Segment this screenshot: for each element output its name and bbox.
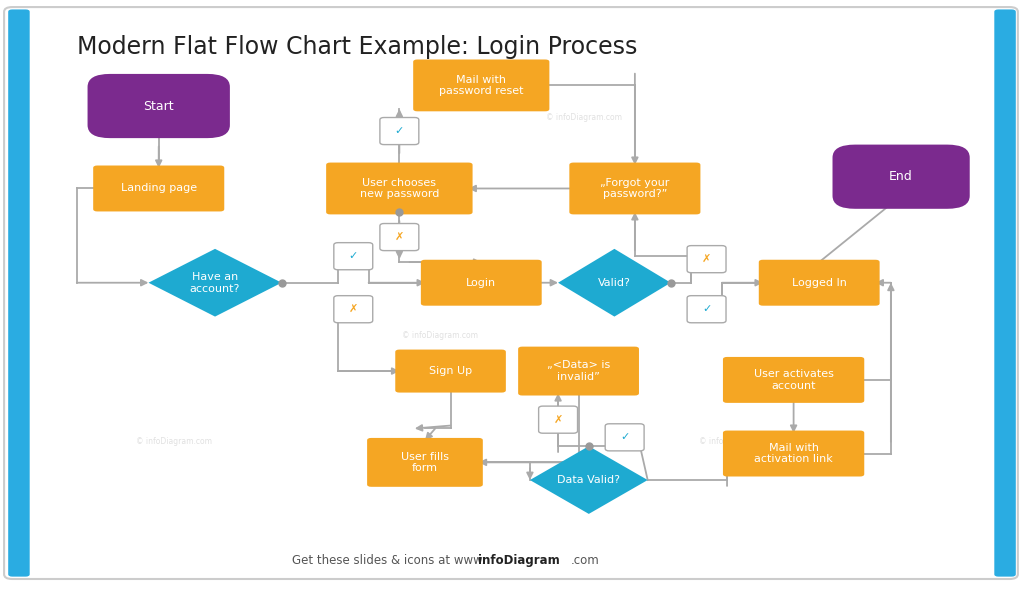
Text: Have an
account?: Have an account? — [189, 272, 241, 293]
Polygon shape — [530, 446, 647, 514]
Text: ✗: ✗ — [348, 305, 358, 314]
Text: Landing page: Landing page — [121, 184, 197, 193]
FancyBboxPatch shape — [723, 357, 864, 403]
Text: Get these slides & icons at www.: Get these slides & icons at www. — [292, 554, 485, 567]
FancyBboxPatch shape — [367, 438, 483, 487]
FancyBboxPatch shape — [723, 431, 864, 477]
Text: User chooses
new password: User chooses new password — [359, 178, 439, 199]
Text: ✓: ✓ — [701, 305, 712, 314]
FancyBboxPatch shape — [380, 224, 419, 251]
FancyBboxPatch shape — [759, 260, 880, 306]
Text: „<Data> is
invalid”: „<Data> is invalid” — [547, 360, 610, 382]
FancyBboxPatch shape — [8, 9, 30, 577]
FancyBboxPatch shape — [539, 406, 578, 434]
Text: User fills
form: User fills form — [401, 452, 449, 473]
Text: Mail with
activation link: Mail with activation link — [755, 443, 833, 464]
Text: „Forgot your
password?”: „Forgot your password?” — [600, 178, 670, 199]
Polygon shape — [558, 249, 671, 317]
FancyBboxPatch shape — [334, 296, 373, 323]
FancyBboxPatch shape — [994, 9, 1016, 577]
FancyBboxPatch shape — [687, 246, 726, 273]
FancyBboxPatch shape — [93, 166, 224, 211]
Text: Logged In: Logged In — [792, 278, 847, 287]
Text: © infoDiagram.com: © infoDiagram.com — [546, 113, 622, 123]
Polygon shape — [148, 249, 282, 317]
FancyBboxPatch shape — [605, 424, 644, 451]
FancyBboxPatch shape — [380, 118, 419, 145]
Text: ✗: ✗ — [394, 232, 404, 242]
FancyBboxPatch shape — [326, 163, 473, 214]
FancyBboxPatch shape — [395, 350, 506, 393]
Text: ✓: ✓ — [394, 126, 404, 136]
Text: Data Valid?: Data Valid? — [557, 475, 621, 485]
Text: Start: Start — [143, 100, 174, 112]
Text: End: End — [889, 170, 913, 183]
FancyBboxPatch shape — [421, 260, 542, 306]
FancyBboxPatch shape — [87, 74, 229, 138]
FancyBboxPatch shape — [413, 59, 549, 111]
Text: © infoDiagram.com: © infoDiagram.com — [699, 437, 775, 446]
Text: Valid?: Valid? — [598, 278, 631, 287]
Text: © infoDiagram.com: © infoDiagram.com — [402, 331, 478, 340]
Text: Login: Login — [466, 278, 497, 287]
Text: ✓: ✓ — [348, 252, 358, 261]
FancyBboxPatch shape — [518, 346, 639, 396]
FancyBboxPatch shape — [569, 163, 700, 214]
Text: Modern Flat Flow Chart Example: Login Process: Modern Flat Flow Chart Example: Login Pr… — [77, 35, 637, 59]
Text: .com: .com — [570, 554, 599, 567]
FancyBboxPatch shape — [833, 145, 970, 209]
Text: Mail with
password reset: Mail with password reset — [439, 75, 523, 96]
Text: ✗: ✗ — [701, 254, 712, 264]
Text: © infoDiagram.com: © infoDiagram.com — [136, 437, 212, 446]
Text: ✗: ✗ — [553, 415, 563, 425]
FancyBboxPatch shape — [4, 7, 1018, 579]
FancyBboxPatch shape — [334, 243, 373, 270]
Text: ✓: ✓ — [620, 432, 630, 442]
Text: User activates
account: User activates account — [754, 369, 834, 391]
FancyBboxPatch shape — [687, 296, 726, 323]
Text: infoDiagram: infoDiagram — [478, 554, 560, 567]
Text: Sign Up: Sign Up — [429, 366, 472, 376]
